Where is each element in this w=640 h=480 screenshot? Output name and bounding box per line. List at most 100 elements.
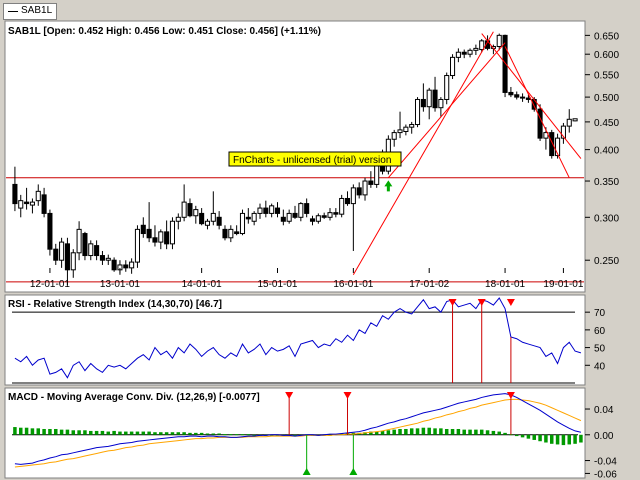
candle-body (12, 183, 18, 205)
rsi-plot (12, 297, 582, 384)
candle-body (525, 97, 531, 100)
macd-y-tick: -0.06 (594, 469, 617, 480)
candle-body (292, 212, 298, 218)
macd-histogram-bar (491, 430, 496, 435)
candle-body (181, 201, 187, 218)
candle-body (467, 49, 473, 55)
macd-histogram-bar (83, 430, 87, 435)
macd-sell-arrow (285, 392, 294, 399)
macd-histogram-bar (439, 428, 443, 435)
rsi-line (14, 297, 582, 379)
candle-body (169, 220, 176, 245)
candle-body (175, 216, 181, 222)
candle-body (222, 228, 228, 239)
macd-histogram-bar (555, 434, 560, 445)
candle-body (549, 132, 555, 157)
candle-body (350, 187, 356, 205)
candle-body (309, 218, 316, 222)
candle-body (70, 252, 76, 271)
x-tick-label: 12-01-01 (30, 279, 70, 290)
macd-histogram-bar (456, 428, 461, 435)
price-y-tick: 0.550 (594, 71, 619, 82)
macd-histogram-bar (386, 430, 391, 435)
macd-histogram-bar (567, 434, 571, 445)
candle-body (82, 233, 88, 257)
price-y-tick: 0.450 (594, 118, 619, 129)
macd-histogram-bar (374, 431, 379, 435)
trend-channel-line (504, 46, 570, 178)
candle-body (152, 237, 158, 243)
x-tick-label: 15-01-01 (257, 279, 297, 290)
candle-body (444, 75, 450, 100)
macd-histogram-bar (433, 428, 437, 435)
rsi-panel (4, 294, 586, 386)
x-tick-label: 17-01-02 (409, 279, 449, 290)
candle-body (391, 132, 397, 140)
macd-histogram-bar (363, 432, 367, 435)
candle-body (88, 243, 94, 257)
macd-histogram-bar (59, 429, 64, 435)
axes: 0.650 0.600 0.550 0.500 0.450 0.400 0.350 0.300… (30, 31, 620, 480)
macd-histogram-bar (176, 432, 181, 435)
macd-histogram-bar (240, 434, 245, 436)
candle-body (572, 118, 578, 122)
macd-histogram-bar (503, 432, 507, 435)
candle-body (560, 125, 566, 139)
macd-histogram-bar (182, 432, 186, 435)
candle-body (280, 216, 286, 222)
candle-body (210, 212, 216, 222)
macd-histogram-bar (520, 434, 525, 438)
macd-histogram-bar (444, 428, 449, 435)
candle-body (269, 205, 275, 214)
macd-histogram-bar (65, 429, 70, 435)
legend-line-swatch (8, 11, 18, 12)
macd-histogram-bar (497, 431, 501, 435)
candle-body (76, 228, 82, 254)
candle-body (432, 89, 438, 109)
macd-histogram-bar (538, 434, 542, 442)
x-tick-label: 19-01-01 (543, 279, 583, 290)
candle-body (263, 207, 269, 214)
macd-y-tick: 0.00 (594, 431, 614, 442)
macd-histogram-bar (30, 428, 35, 435)
candle-body (123, 264, 129, 269)
candle-body (473, 47, 479, 51)
candle-body (403, 126, 409, 133)
macd-histogram-bar (474, 429, 478, 435)
macd-histogram-bar (124, 431, 128, 435)
macd-histogram-bar (252, 434, 256, 436)
macd-histogram-bar (217, 433, 221, 435)
candle-body (94, 245, 100, 257)
candle-body (99, 255, 105, 261)
candle-body (193, 209, 199, 217)
macd-histogram-bar (485, 430, 490, 435)
macd-histogram-bar (293, 434, 297, 437)
legend-label: SAB1L (21, 5, 53, 16)
price-y-tick: 0.250 (594, 256, 619, 267)
macd-histogram-bar (42, 428, 46, 435)
macd-histogram-bar (398, 428, 402, 435)
macd-histogram-bar (234, 434, 239, 436)
macd-histogram-bar (194, 432, 198, 435)
macd-histogram-bar (544, 434, 548, 443)
macd-histogram-bar (404, 428, 408, 435)
rsi-y-tick: 70 (594, 308, 606, 319)
macd-histogram-bar (526, 434, 531, 439)
x-tick-label: 16-01-01 (333, 279, 373, 290)
macd-histogram-bar (223, 434, 227, 436)
macd-histogram-bar (89, 430, 93, 435)
trend-channel-line (352, 31, 494, 276)
legend-tab[interactable]: SAB1L (3, 3, 57, 20)
candle-body (450, 56, 456, 77)
rsi-sell-arrow (448, 299, 457, 306)
candle-body (461, 51, 467, 55)
rsi-y-tick: 40 (594, 361, 606, 372)
macd-histogram-bar (532, 434, 536, 440)
candle-body (158, 231, 164, 243)
macd-header: MACD - Moving Average Conv. Div. (12,26,… (8, 392, 260, 403)
candle-body (228, 228, 234, 239)
macd-histogram-bar (164, 432, 169, 435)
candle-body (35, 190, 41, 202)
macd-histogram-bar (380, 430, 385, 435)
candle-body (134, 228, 140, 263)
